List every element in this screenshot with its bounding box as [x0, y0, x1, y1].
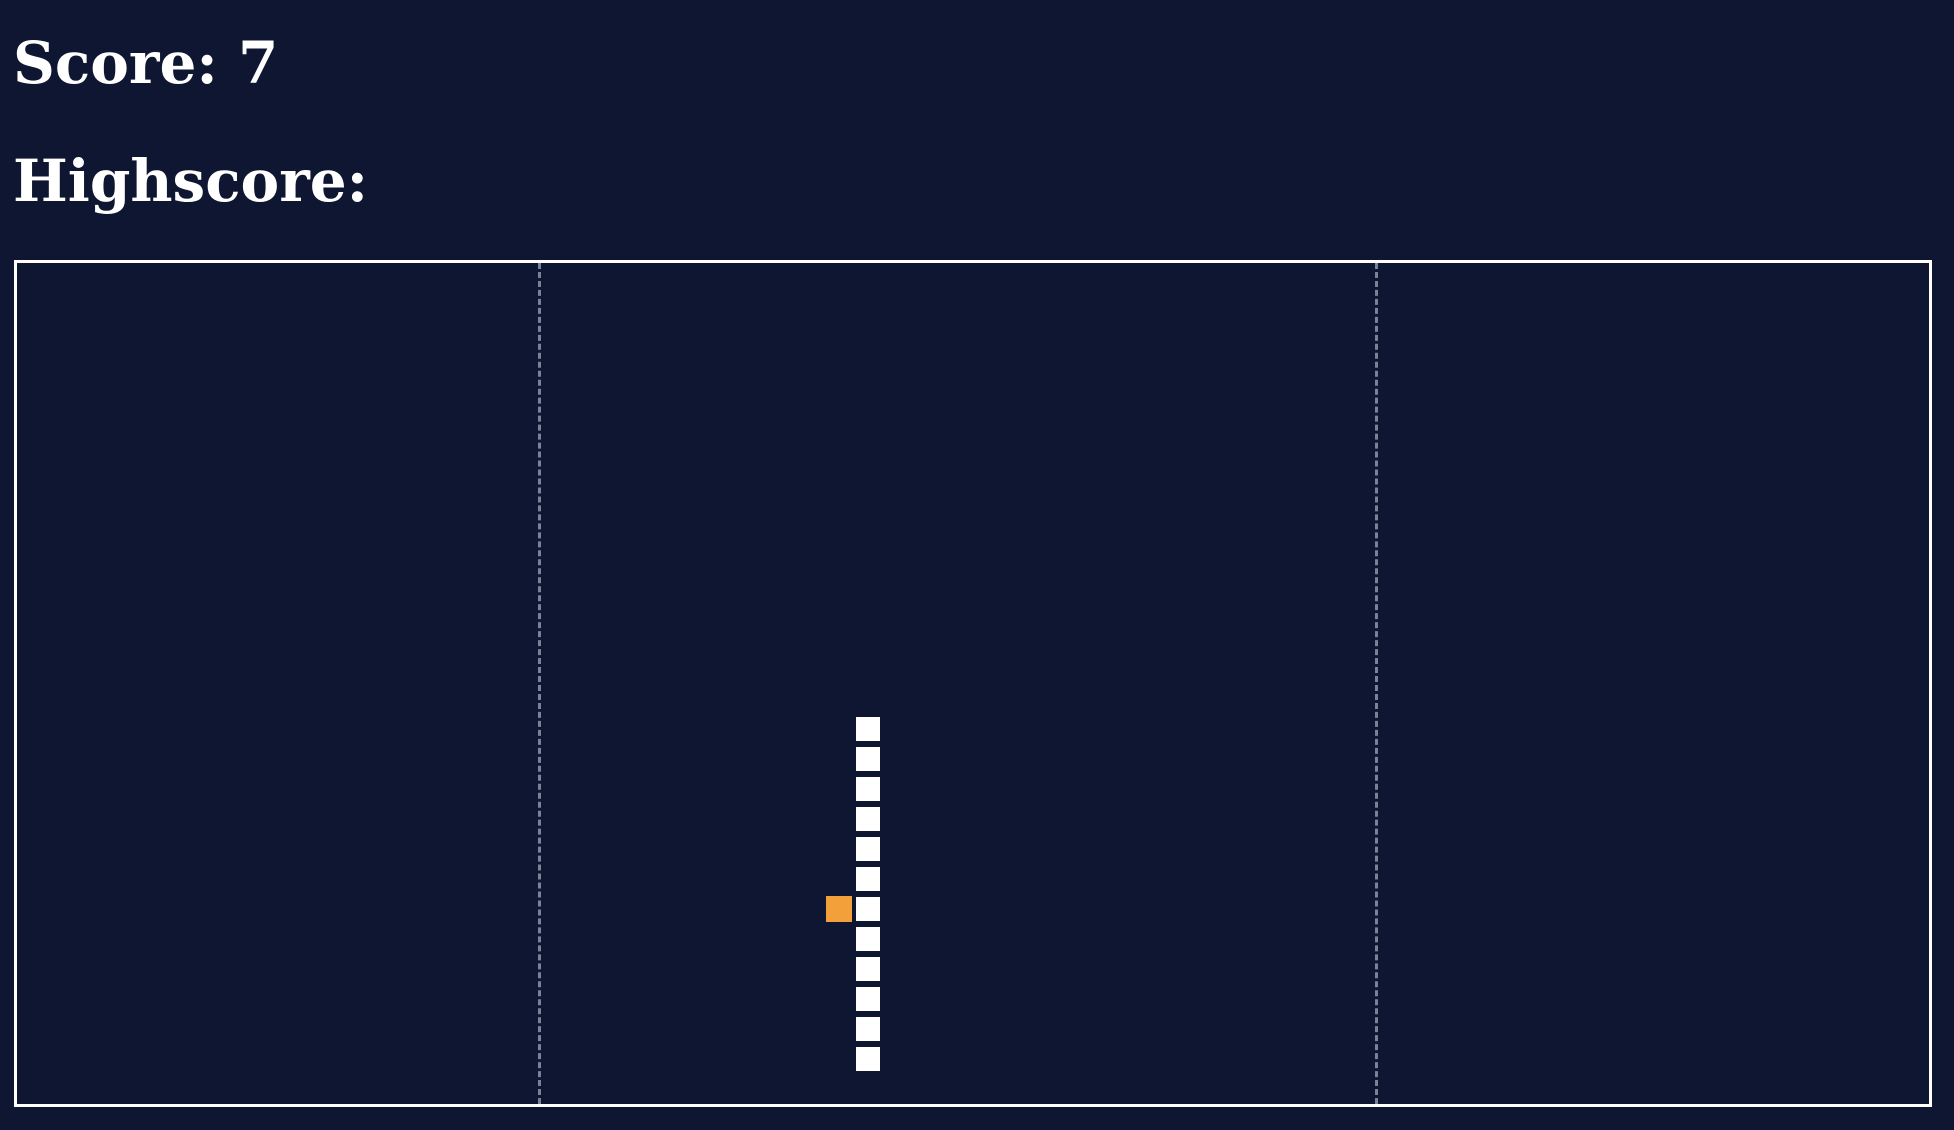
snake-segment	[855, 895, 882, 922]
snake-segment	[855, 1015, 882, 1042]
snake-segment	[855, 925, 882, 952]
snake-segment	[855, 805, 882, 832]
snake-segment	[855, 775, 882, 802]
lane-divider-right	[1374, 263, 1378, 1104]
snake-segment	[855, 745, 882, 772]
snake-segment	[855, 955, 882, 982]
food-pellet	[825, 895, 852, 922]
snake-head	[855, 715, 882, 742]
snake-segment	[855, 835, 882, 862]
snake-segment	[855, 985, 882, 1012]
highscore-label: Highscore:	[13, 147, 369, 215]
lane-divider-left	[538, 263, 542, 1104]
snake-segment	[855, 865, 882, 892]
score-label: Score: 7	[13, 29, 279, 97]
snake-segment	[855, 1045, 882, 1072]
game-board[interactable]	[14, 260, 1932, 1107]
